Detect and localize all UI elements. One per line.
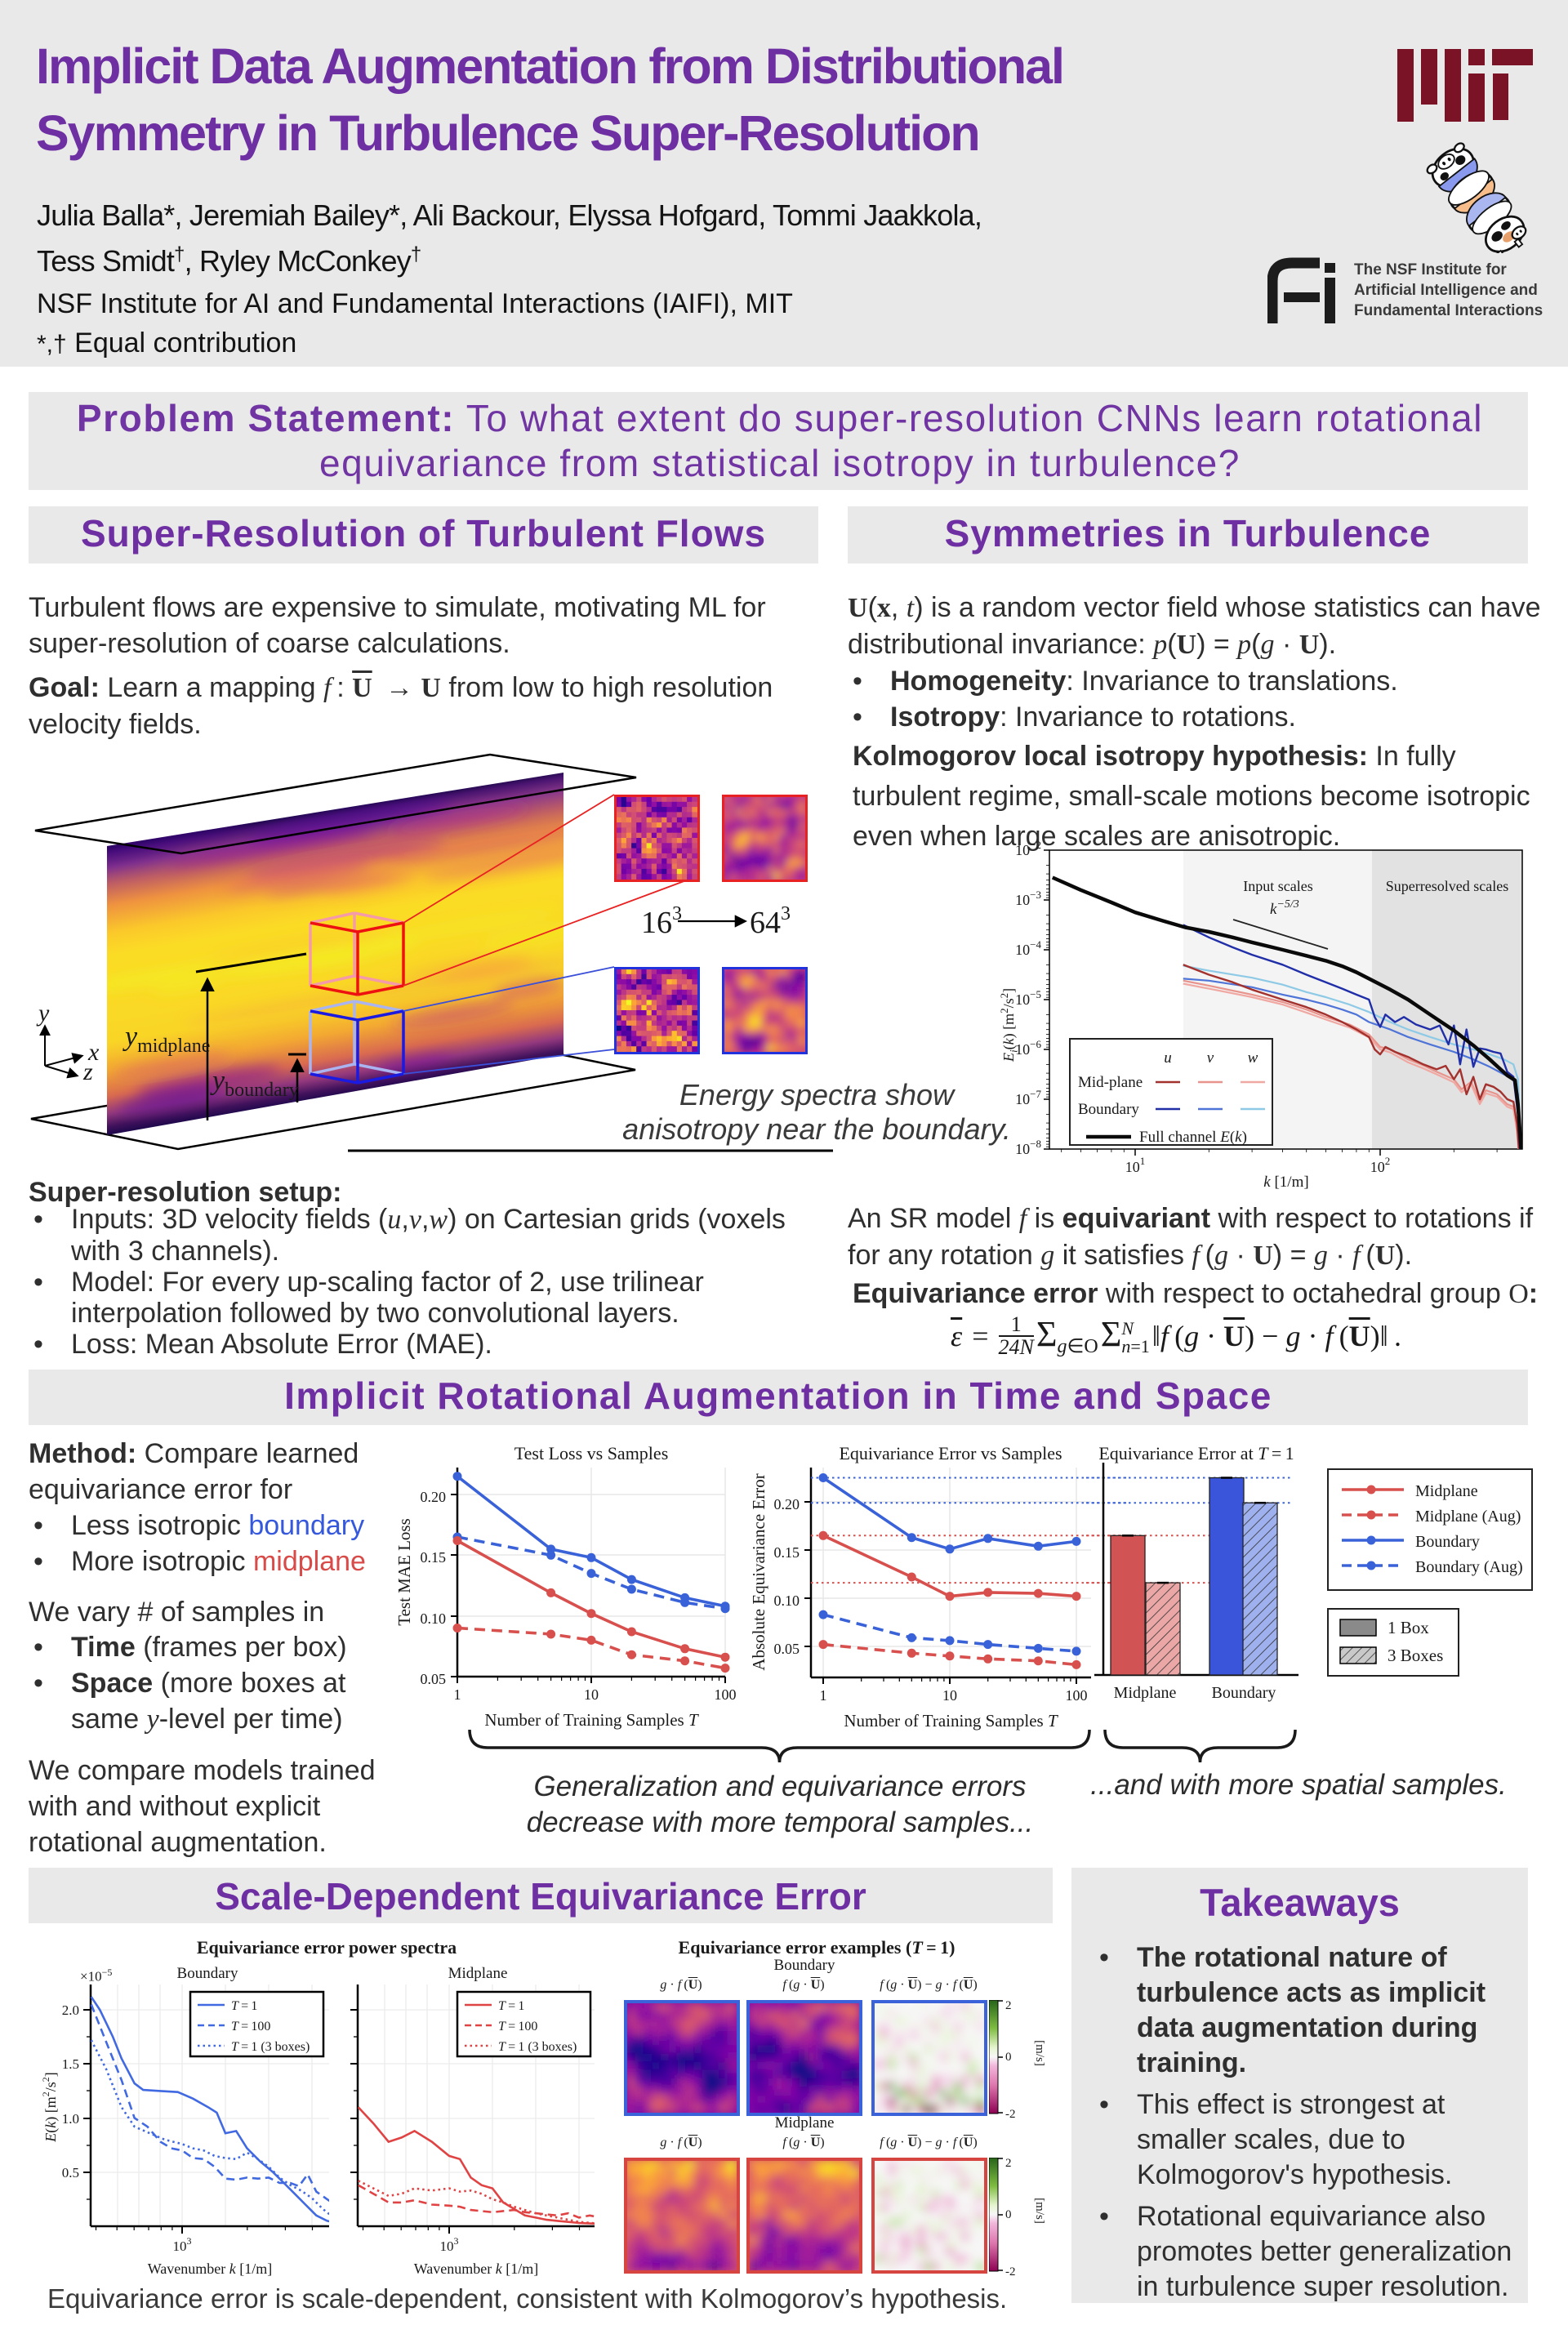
- svg-text:10−2: 10−2: [1015, 839, 1041, 858]
- svg-text:2: 2: [1005, 2158, 1012, 2170]
- svg-text:ymidplane: ymidplane: [122, 1022, 210, 1057]
- svg-text:Boundary (Aug): Boundary (Aug): [1415, 1558, 1523, 1576]
- svg-text:Input scales: Input scales: [1243, 878, 1312, 894]
- svg-text:u: u: [1164, 1049, 1172, 1067]
- svg-text:103: 103: [440, 2235, 459, 2254]
- svg-text:100: 100: [1066, 1687, 1088, 1704]
- svg-text:2.0: 2.0: [62, 2002, 79, 2018]
- svg-text:[m/s]: [m/s]: [1033, 2198, 1046, 2224]
- svg-text:Test MAE Loss: Test MAE Loss: [394, 1518, 414, 1626]
- svg-text:103: 103: [173, 2235, 192, 2254]
- svg-text:10−3: 10−3: [1015, 889, 1041, 908]
- svg-text:10−8: 10−8: [1015, 1138, 1041, 1157]
- svg-text:y: y: [36, 1000, 50, 1027]
- svg-text:3 Boxes: 3 Boxes: [1388, 1646, 1443, 1665]
- svg-text:Boundary: Boundary: [1415, 1533, 1480, 1551]
- svg-text:v: v: [1207, 1049, 1214, 1067]
- svg-text:10−5: 10−5: [1015, 988, 1041, 1008]
- svg-text:Full channel E(k): Full channel E(k): [1139, 1129, 1247, 1146]
- svg-text:0.15: 0.15: [421, 1549, 447, 1566]
- svg-text:1.5: 1.5: [62, 2056, 79, 2072]
- svg-text:-2: -2: [1005, 2108, 1016, 2121]
- svg-text:Equivariance Error vs Samples: Equivariance Error vs Samples: [839, 1443, 1062, 1463]
- svg-text:1: 1: [820, 1687, 827, 1704]
- svg-text:Midplane: Midplane: [1415, 1482, 1478, 1500]
- svg-text:T = 100: T = 100: [498, 2020, 537, 2034]
- svg-text:0.10: 0.10: [421, 1610, 447, 1627]
- svg-text:0.15: 0.15: [774, 1544, 800, 1561]
- svg-text:Boundary: Boundary: [1078, 1101, 1139, 1118]
- svg-text:10−4: 10−4: [1015, 938, 1041, 958]
- svg-text:2: 2: [1005, 2000, 1012, 2012]
- svg-text:0.20: 0.20: [421, 1489, 447, 1505]
- svg-text:0.20: 0.20: [774, 1496, 800, 1512]
- svg-text:w: w: [1248, 1049, 1258, 1067]
- svg-text:x: x: [87, 1039, 100, 1066]
- svg-text:Test Loss vs Samples: Test Loss vs Samples: [514, 1443, 669, 1463]
- svg-text:Number of Training Samples T: Number of Training Samples T: [484, 1710, 699, 1730]
- svg-text:1.0: 1.0: [62, 2111, 79, 2127]
- svg-text:100: 100: [715, 1686, 737, 1703]
- svg-text:0: 0: [1005, 2208, 1012, 2221]
- svg-text:102: 102: [1370, 1155, 1391, 1175]
- svg-text:Mid-plane: Mid-plane: [1078, 1074, 1143, 1091]
- svg-text:z: z: [82, 1058, 93, 1085]
- svg-text:101: 101: [1125, 1155, 1146, 1175]
- svg-text:T = 1 (3 boxes): T = 1 (3 boxes): [498, 2040, 577, 2054]
- svg-text:0.10: 0.10: [774, 1592, 800, 1609]
- svg-text:10: 10: [942, 1687, 957, 1704]
- svg-text:0.5: 0.5: [62, 2165, 79, 2180]
- svg-text:10: 10: [584, 1686, 599, 1703]
- svg-text:[m/s]: [m/s]: [1033, 2040, 1046, 2066]
- svg-text:1: 1: [454, 1686, 461, 1703]
- svg-text:1 Box: 1 Box: [1388, 1618, 1429, 1637]
- svg-text:T = 1 (3 boxes): T = 1 (3 boxes): [231, 2040, 310, 2054]
- svg-text:0.05: 0.05: [421, 1671, 447, 1687]
- svg-text:T = 100: T = 100: [231, 2020, 270, 2034]
- svg-text:E(k) [m2/s2]: E(k) [m2/s2]: [40, 2072, 60, 2143]
- svg-text:Midplane: Midplane: [1114, 1684, 1177, 1702]
- svg-text:k [1/m]: k [1/m]: [1263, 1174, 1308, 1191]
- svg-text:0.05: 0.05: [774, 1641, 800, 1657]
- svg-text:T = 1: T = 1: [231, 1999, 257, 2013]
- svg-text:T = 1: T = 1: [498, 1999, 524, 2013]
- svg-text:Wavenumber k [1/m]: Wavenumber k [1/m]: [414, 2261, 539, 2277]
- svg-text:-2: -2: [1005, 2265, 1016, 2278]
- svg-text:643: 643: [750, 903, 791, 940]
- svg-text:10−7: 10−7: [1015, 1088, 1041, 1107]
- svg-text:Superresolved scales: Superresolved scales: [1386, 878, 1508, 894]
- svg-text:Boundary: Boundary: [1212, 1684, 1276, 1702]
- svg-text:Wavenumber k [1/m]: Wavenumber k [1/m]: [148, 2261, 273, 2277]
- svg-text:0: 0: [1005, 2051, 1012, 2064]
- svg-text:Equivariance Error at T = 1: Equivariance Error at T = 1: [1098, 1443, 1294, 1463]
- svg-text:Absolute Equivariance Error: Absolute Equivariance Error: [749, 1473, 768, 1670]
- svg-text:Midplane (Aug): Midplane (Aug): [1415, 1508, 1521, 1526]
- svg-text:Number of Training Samples T: Number of Training Samples T: [844, 1711, 1058, 1731]
- svg-text:163: 163: [641, 903, 682, 940]
